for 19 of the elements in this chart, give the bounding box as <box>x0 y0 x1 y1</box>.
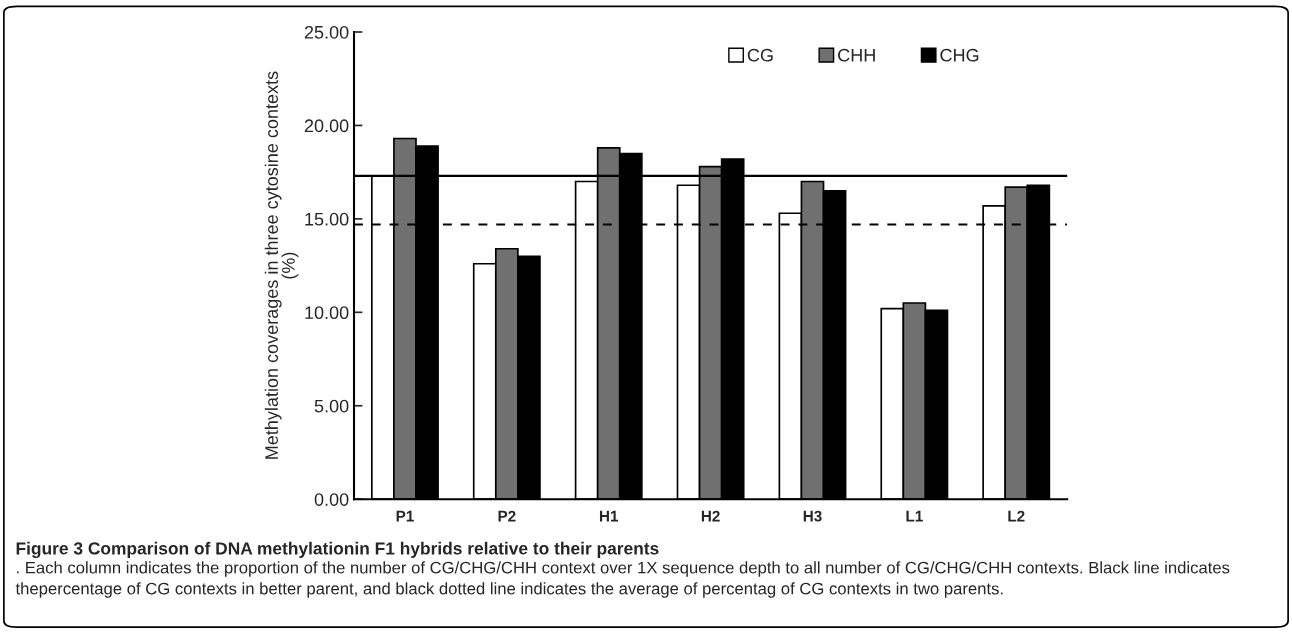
x-tick-label: H2 <box>701 510 720 522</box>
x-tick-label: P1 <box>396 510 414 522</box>
x-tick-label: H1 <box>599 510 619 522</box>
x-tick-label: L2 <box>1008 510 1025 522</box>
y-tick-label: 15.00 <box>305 212 349 226</box>
x-tick-label: L1 <box>906 510 923 522</box>
legend-label: CG <box>747 48 773 62</box>
y-tick-label: 20.00 <box>304 119 349 133</box>
text: Figure 3 Comparison of DNA methylationin F1 hybrids relative to their parents <box>16 541 659 559</box>
text: . Each column indicates the proportion of the number of CG/CHG/CHH context over 1X sequence depth to all number of CG/CHG/CHH contexts. Black line indicates thepercentage of CG contexts in better parent, and black dotted line indicates the average of percentag of CG contexts in two parents. <box>15 561 1230 598</box>
legend-label: CHG <box>940 48 979 62</box>
x-tick-label: H3 <box>803 510 822 522</box>
y-tick-label: 10.00 <box>305 306 349 320</box>
y-tick-label: 25.00 <box>304 25 349 39</box>
x-tick-label: P2 <box>498 510 516 522</box>
y-tick-label: 5.00 <box>314 399 349 413</box>
legend-label: CHH <box>838 48 875 62</box>
y-axis-title: Methylation coverages in three cytosine contexts (%) <box>264 71 299 459</box>
y-tick-label: 0.00 <box>314 493 349 506</box>
